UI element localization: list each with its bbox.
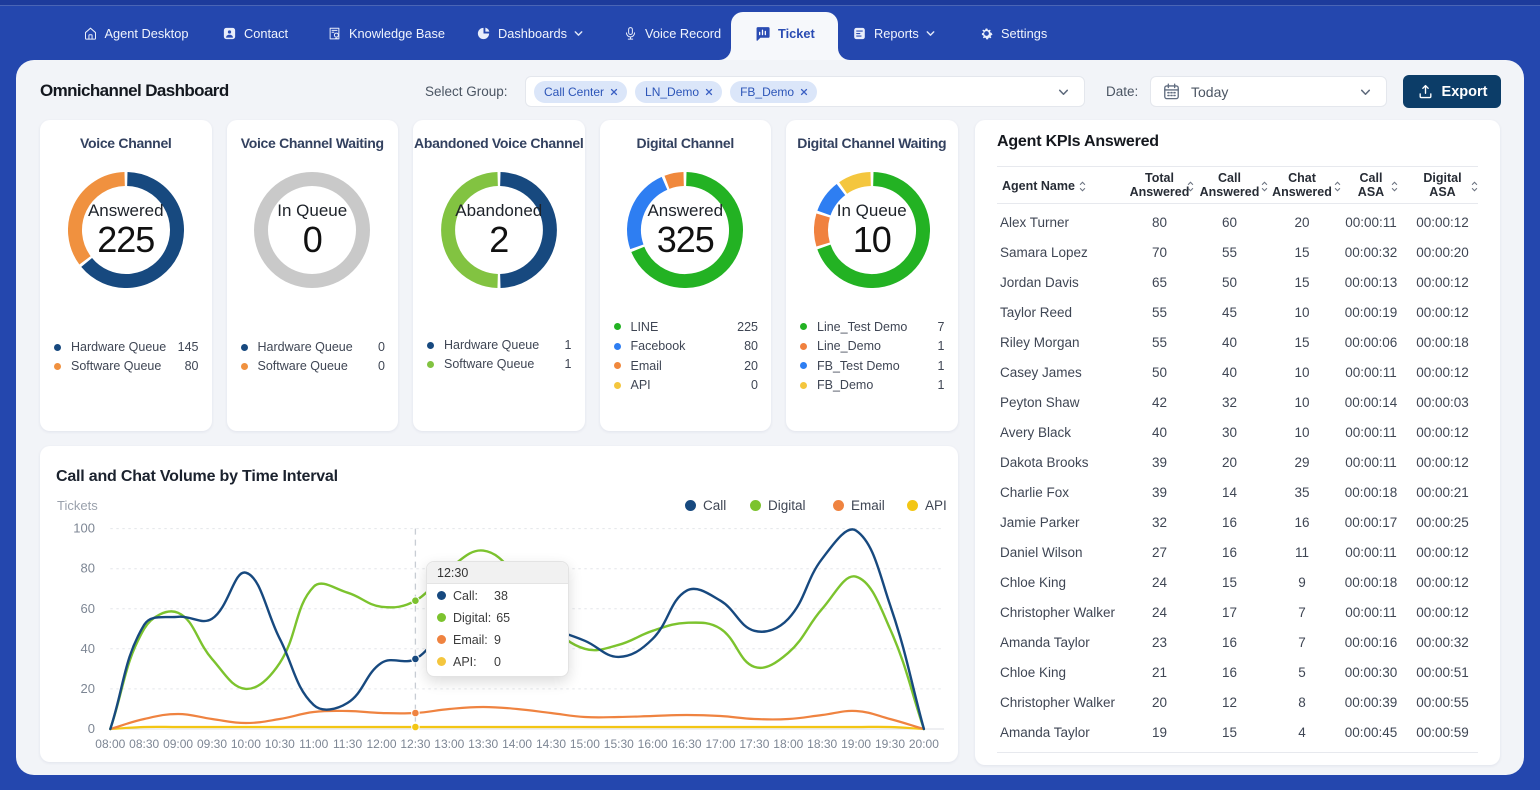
svg-text:0: 0 [88, 721, 95, 736]
svg-text:100: 100 [73, 521, 95, 536]
svg-text:20: 20 [81, 681, 95, 696]
svg-text:40: 40 [81, 641, 95, 656]
svg-text:16:30: 16:30 [672, 737, 702, 751]
svg-text:09:30: 09:30 [197, 737, 227, 751]
svg-text:19:30: 19:30 [875, 737, 905, 751]
svg-text:13:30: 13:30 [468, 737, 498, 751]
svg-text:16:00: 16:00 [638, 737, 668, 751]
svg-text:13:00: 13:00 [434, 737, 464, 751]
svg-text:12:30: 12:30 [400, 737, 430, 751]
svg-text:15:30: 15:30 [604, 737, 634, 751]
svg-text:19:00: 19:00 [841, 737, 871, 751]
svg-text:60: 60 [81, 601, 95, 616]
svg-text:10:00: 10:00 [231, 737, 261, 751]
svg-text:17:00: 17:00 [705, 737, 735, 751]
svg-text:17:30: 17:30 [739, 737, 769, 751]
svg-text:14:30: 14:30 [536, 737, 566, 751]
svg-text:09:00: 09:00 [163, 737, 193, 751]
svg-text:11:00: 11:00 [299, 737, 328, 751]
svg-text:14:00: 14:00 [502, 737, 532, 751]
svg-text:11:30: 11:30 [333, 737, 362, 751]
svg-text:10:30: 10:30 [265, 737, 295, 751]
svg-text:15:00: 15:00 [570, 737, 600, 751]
svg-text:18:30: 18:30 [807, 737, 837, 751]
svg-text:20:00: 20:00 [909, 737, 939, 751]
svg-text:18:00: 18:00 [773, 737, 803, 751]
svg-text:08:00: 08:00 [95, 737, 125, 751]
svg-text:80: 80 [81, 561, 95, 576]
svg-text:12:00: 12:00 [366, 737, 396, 751]
svg-text:08:30: 08:30 [129, 737, 159, 751]
